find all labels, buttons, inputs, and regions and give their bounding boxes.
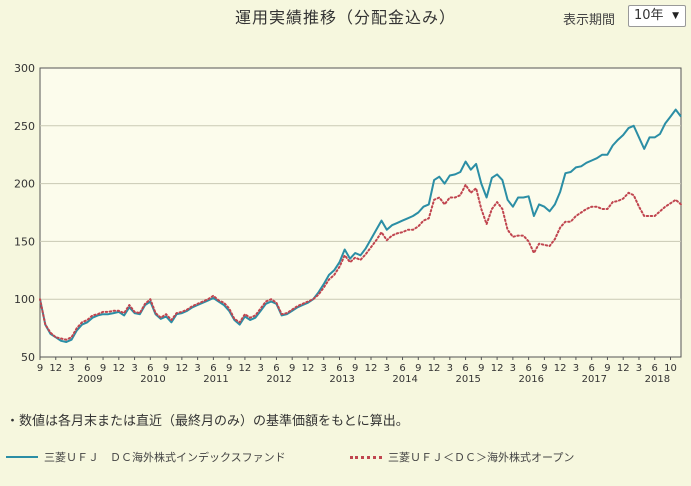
x-tick-label: 9	[37, 363, 43, 374]
x-tick-label: 12	[491, 363, 504, 374]
period-selected-value: 10年	[634, 8, 664, 23]
footnote: ・数値は各月末または直近（最終月のみ）の基準価額をもとに算出。	[6, 414, 409, 429]
x-tick-label: 12	[302, 363, 315, 374]
x-tick-label: 6	[462, 363, 468, 374]
year-label: 2014	[392, 374, 417, 385]
x-tick-label: 6	[147, 363, 153, 374]
x-tick-label: 3	[321, 363, 327, 374]
year-label: 2016	[519, 374, 544, 385]
year-label: 2011	[203, 374, 228, 385]
x-tick-label: 3	[510, 363, 516, 374]
y-tick-label: 100	[14, 293, 35, 306]
x-tick-label: 12	[428, 363, 441, 374]
y-tick-label: 150	[14, 235, 35, 248]
year-label: 2017	[582, 374, 607, 385]
legend-item-index-fund: 三菱ＵＦＪ ＤＣ海外株式インデックスファンド	[6, 449, 286, 465]
x-tick-label: 10	[664, 363, 677, 374]
legend-item-open-fund: 三菱ＵＦＪ＜ＤＣ＞海外株式オープン	[350, 449, 574, 465]
legend-swatch-solid	[6, 456, 38, 458]
series-line-index-fund	[39, 108, 682, 343]
y-tick-label: 250	[14, 120, 35, 133]
x-tick-label: 3	[447, 363, 453, 374]
x-tick-label: 3	[257, 363, 263, 374]
x-tick-label: 6	[588, 363, 594, 374]
x-tick-label: 12	[49, 363, 62, 374]
y-tick-label: 300	[14, 62, 35, 75]
year-label: 2012	[266, 374, 291, 385]
x-tick-label: 6	[399, 363, 405, 374]
triangle-down-icon: ▼	[672, 11, 679, 21]
y-tick-label: 50	[21, 351, 35, 364]
x-tick-label: 9	[478, 363, 484, 374]
x-tick-label: 6	[652, 363, 658, 374]
period-label: 表示期間	[563, 13, 616, 28]
x-tick-label: 6	[84, 363, 90, 374]
year-label: 2018	[645, 374, 670, 385]
legend-label-index-fund: 三菱ＵＦＪ ＤＣ海外株式インデックスファンド	[44, 451, 286, 464]
x-tick-label: 3	[68, 363, 74, 374]
period-select[interactable]: 10年 ▼	[628, 5, 686, 27]
x-tick-label: 9	[604, 363, 610, 374]
x-tick-label: 6	[525, 363, 531, 374]
year-label: 2013	[329, 374, 354, 385]
legend-label-open-fund: 三菱ＵＦＪ＜ＤＣ＞海外株式オープン	[388, 451, 575, 464]
x-tick-label: 6	[210, 363, 216, 374]
x-tick-label: 12	[617, 363, 630, 374]
x-tick-label: 9	[289, 363, 295, 374]
series-line-open-fund	[39, 183, 682, 341]
legend-swatch-dotted	[350, 455, 382, 459]
x-tick-label: 9	[226, 363, 232, 374]
year-label: 2010	[140, 374, 165, 385]
x-tick-label: 12	[112, 363, 125, 374]
x-tick-label: 3	[384, 363, 390, 374]
x-tick-label: 12	[554, 363, 567, 374]
year-label: 2015	[455, 374, 480, 385]
x-tick-label: 12	[365, 363, 378, 374]
x-tick-label: 12	[239, 363, 252, 374]
x-tick-label: 9	[415, 363, 421, 374]
x-tick-label: 3	[194, 363, 200, 374]
x-tick-label: 3	[636, 363, 642, 374]
year-label: 2009	[77, 374, 102, 385]
x-tick-label: 12	[175, 363, 188, 374]
x-tick-label: 9	[100, 363, 106, 374]
x-tick-label: 9	[541, 363, 547, 374]
x-tick-label: 6	[273, 363, 279, 374]
x-tick-label: 9	[352, 363, 358, 374]
y-tick-label: 200	[14, 178, 35, 191]
x-tick-label: 3	[573, 363, 579, 374]
x-tick-label: 3	[131, 363, 137, 374]
plot-area	[39, 67, 682, 358]
chart-title: 運用実績推移（分配金込み）	[234, 8, 456, 27]
x-tick-label: 9	[163, 363, 169, 374]
x-tick-label: 6	[336, 363, 342, 374]
